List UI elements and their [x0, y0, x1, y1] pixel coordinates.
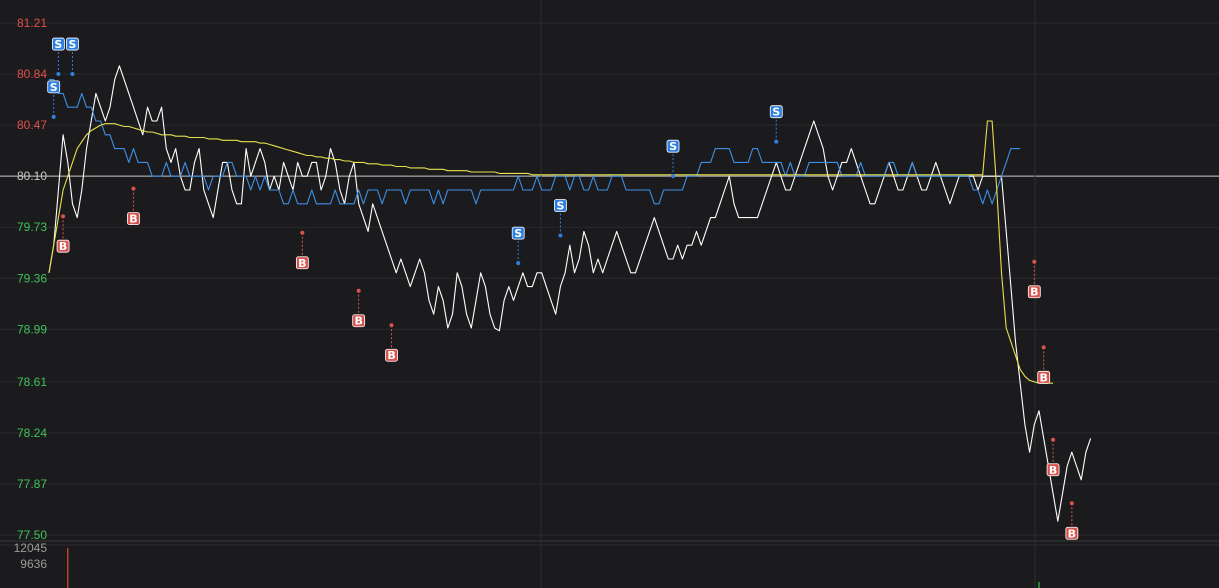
buy-marker: B	[1065, 501, 1079, 540]
marker-box	[295, 256, 309, 270]
marker-box	[1046, 463, 1060, 477]
marker-box	[511, 226, 525, 240]
y-tick-label: 79.36	[17, 271, 47, 285]
marker-label: B	[1030, 286, 1038, 299]
marker-label: B	[129, 213, 137, 226]
series-line-2	[48, 120, 1054, 384]
marker-box	[56, 239, 70, 253]
marker-box	[1065, 526, 1079, 540]
marker-dot	[516, 261, 521, 266]
y-tick-label: 78.61	[17, 375, 47, 389]
sell-marker: S	[47, 80, 61, 119]
marker-label: S	[556, 200, 564, 213]
marker-label: B	[387, 349, 395, 362]
buy-marker: B	[1037, 345, 1051, 384]
marker-label: B	[354, 315, 362, 328]
y-tick-label: 80.47	[17, 118, 47, 132]
marker-box	[666, 139, 680, 153]
marker-label: B	[298, 257, 306, 270]
y-tick-label: 77.50	[17, 528, 47, 542]
y-tick-label: 78.99	[17, 322, 47, 336]
y-tick-label: 77.87	[17, 477, 47, 491]
marker-label: B	[1049, 464, 1057, 477]
marker-dot	[51, 114, 56, 119]
sell-marker: S	[554, 199, 567, 238]
marker-dot	[558, 233, 563, 238]
marker-label: B	[1040, 371, 1048, 384]
marker-dot	[131, 186, 136, 191]
buy-marker: B	[127, 186, 140, 226]
marker-label: S	[54, 38, 62, 51]
marker-dot	[356, 288, 361, 293]
y-tick-label: 80.10	[17, 169, 47, 183]
marker-label: S	[50, 81, 58, 94]
marker-dot	[671, 174, 676, 179]
sell-marker: S	[66, 37, 79, 77]
sell-marker: S	[51, 37, 65, 77]
volume-tick-label: 9636	[20, 557, 47, 571]
buy-marker: B	[1046, 437, 1060, 477]
marker-box	[1027, 285, 1041, 299]
y-tick-label: 79.73	[17, 220, 47, 234]
marker-box	[127, 212, 140, 226]
marker-label: S	[514, 227, 522, 240]
series-line-0	[48, 65, 1092, 522]
marker-dot	[70, 72, 75, 77]
buy-marker: B	[385, 323, 398, 362]
marker-dot	[61, 214, 66, 219]
sell-marker: S	[511, 226, 525, 266]
sell-marker: S	[666, 139, 680, 179]
marker-label: S	[68, 38, 76, 51]
marker-dot	[56, 72, 61, 77]
marker-box	[385, 348, 398, 362]
marker-box	[51, 37, 65, 51]
marker-dot	[1041, 345, 1046, 350]
marker-dot	[1069, 501, 1074, 506]
y-tick-label: 81.21	[17, 16, 47, 30]
sell-marker: S	[769, 105, 783, 144]
marker-label: S	[772, 106, 780, 119]
marker-box	[66, 37, 79, 51]
y-axis-labels: 81.21 80.84 80.47 80.10 79.73 79.36 78.99 78.61…	[17, 16, 47, 542]
volume-panel: 12045 9636	[14, 541, 1040, 588]
marker-box	[47, 80, 61, 94]
buy-marker: B	[295, 230, 309, 270]
buy-marker: B	[352, 288, 366, 328]
marker-dot	[389, 323, 394, 328]
marker-box	[554, 199, 567, 212]
price-series	[48, 65, 1092, 522]
series-line-1	[49, 79, 1021, 205]
marker-dot	[1051, 437, 1056, 442]
marker-label: B	[59, 240, 67, 253]
y-tick-label: 78.24	[17, 426, 47, 440]
buy-marker: B	[1027, 259, 1041, 299]
buy-marker: B	[56, 214, 70, 253]
y-tick-label: 80.84	[17, 67, 47, 81]
marker-box	[352, 314, 366, 328]
marker-box	[1037, 370, 1051, 384]
marker-dot	[1032, 259, 1037, 264]
marker-box	[769, 105, 783, 119]
marker-label: S	[669, 140, 677, 153]
marker-dot	[774, 139, 779, 144]
volume-tick-label: 12045	[14, 541, 48, 555]
marker-dot	[300, 230, 305, 235]
marker-label: B	[1068, 527, 1076, 540]
